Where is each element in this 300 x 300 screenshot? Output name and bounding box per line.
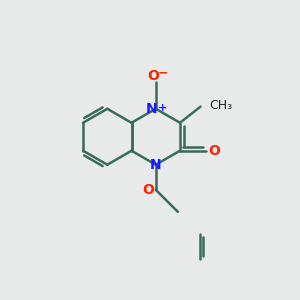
- Text: O: O: [142, 183, 154, 197]
- Text: CH₃: CH₃: [209, 100, 232, 112]
- Text: −: −: [158, 67, 168, 80]
- Text: O: O: [147, 69, 159, 83]
- Text: N: N: [146, 102, 158, 116]
- Text: N: N: [150, 158, 162, 172]
- Text: +: +: [158, 103, 167, 112]
- Text: O: O: [208, 144, 220, 158]
